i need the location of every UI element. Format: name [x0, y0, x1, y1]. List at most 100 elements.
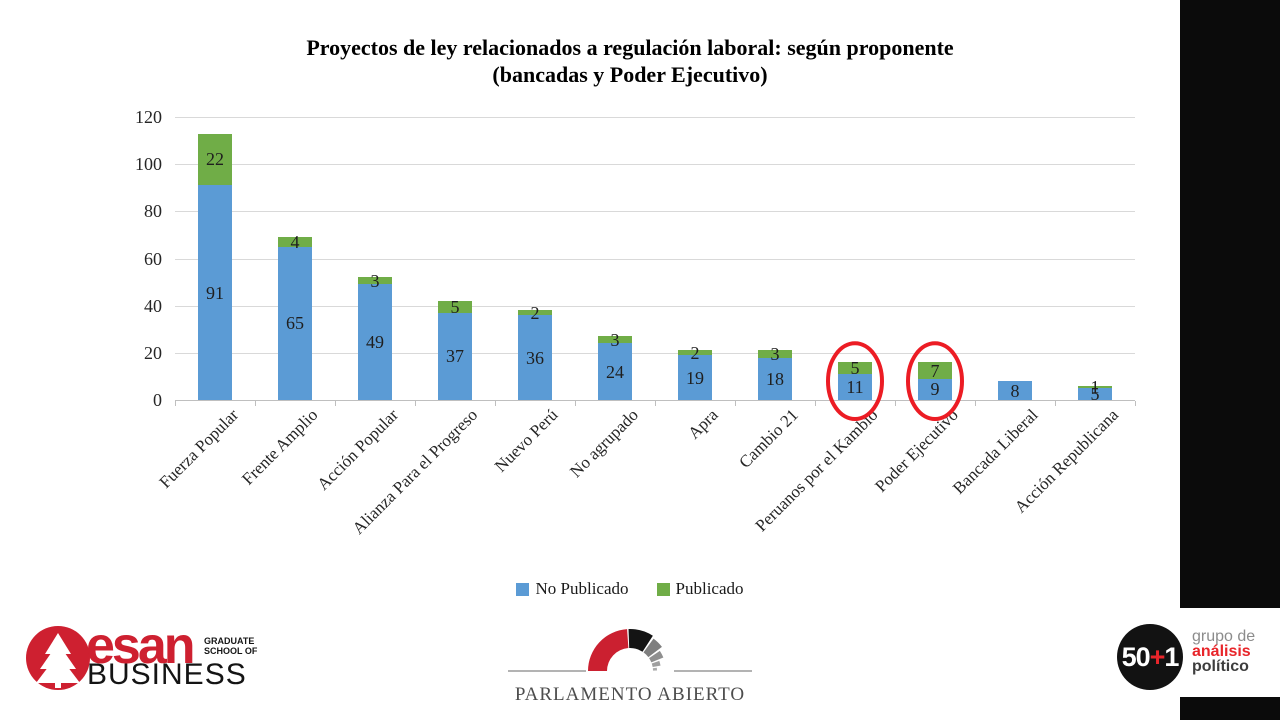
- bar-segment-publicado: [518, 310, 552, 316]
- bar-segment-no-publicado: [518, 315, 552, 400]
- bar-value-label: 5: [850, 358, 860, 379]
- bar-value-label: 3: [370, 270, 380, 291]
- chart-legend: No Publicado Publicado: [0, 579, 1260, 599]
- y-axis-tick-label: 120: [135, 107, 162, 127]
- axis-tick: [815, 401, 816, 406]
- bar-value-label: 5: [450, 296, 460, 317]
- gauge-arc-icon: [508, 629, 752, 672]
- bar-segment-no-publicado: [278, 246, 312, 400]
- bar-segment-no-publicado: [598, 343, 632, 400]
- x-axis-label: Poder Ejecutivo: [871, 405, 962, 496]
- gap-plus: +: [1149, 641, 1166, 672]
- bar-segment-no-publicado: [438, 312, 472, 400]
- x-axis-label: Fuerza Popular: [155, 405, 242, 492]
- bar-segment-publicado: [358, 277, 392, 285]
- gap-logo-text: grupo de análisis político: [1192, 628, 1256, 675]
- y-axis-tick-label: 80: [144, 201, 162, 222]
- x-axis-line: [175, 400, 1135, 401]
- x-axis-label: Acción Popular: [313, 405, 402, 494]
- axis-tick: [1135, 401, 1136, 406]
- bar-value-label: 24: [606, 361, 624, 382]
- y-axis-tick-label: 0: [153, 390, 162, 410]
- bar-value-label: 37: [446, 346, 464, 367]
- axis-tick: [735, 401, 736, 406]
- bar-value-label: 7: [930, 360, 940, 381]
- bar-segment-publicado: [198, 133, 232, 186]
- bar-value-label: 11: [846, 377, 864, 398]
- right-black-banner: [1180, 0, 1280, 720]
- bar-segment-no-publicado: [998, 381, 1032, 400]
- axis-tick: [1055, 401, 1056, 406]
- x-axis-label: Bancada Liberal: [949, 405, 1042, 498]
- fifty-plus-one-icon: 50 +1: [1117, 624, 1183, 690]
- bar-segment-no-publicado: [358, 284, 392, 400]
- gap-line2: análisis: [1192, 643, 1251, 660]
- legend-swatch-icon: [656, 582, 670, 596]
- axis-tick: [975, 401, 976, 406]
- bar-segment-no-publicado: [678, 355, 712, 400]
- bar-segment-publicado: [678, 350, 712, 356]
- bar-value-label: 22: [206, 149, 224, 170]
- bar-value-label: 2: [530, 302, 540, 323]
- parlamento-abierto-logo: PARLAMENTO ABIERTO: [502, 614, 758, 714]
- esan-subtitle-line1: GRADUATE: [204, 636, 255, 646]
- gridline: [175, 258, 1135, 260]
- x-axis-label: Frente Amplio: [238, 405, 322, 489]
- bar-value-label: 3: [610, 329, 620, 350]
- axis-tick: [415, 401, 416, 406]
- axis-tick: [575, 401, 576, 406]
- axis-tick: [175, 401, 176, 406]
- bar-value-label: 36: [526, 347, 544, 368]
- bar-value-label: 19: [686, 367, 704, 388]
- gridline: [175, 117, 1135, 118]
- axis-tick: [335, 401, 336, 406]
- bar-value-label: 8: [1010, 380, 1020, 401]
- gap-1: 1: [1164, 641, 1179, 672]
- parlamento-abierto-label: PARLAMENTO ABIERTO: [515, 684, 745, 705]
- bar-value-label: 1: [1090, 377, 1100, 398]
- bar-value-label: 18: [766, 368, 784, 389]
- gridline: [175, 164, 1135, 166]
- axis-tick: [255, 401, 256, 406]
- bar-value-label: 9: [930, 379, 940, 400]
- esan-wordmark: esan: [86, 617, 196, 675]
- esan-business-wordmark: BUSINESS: [87, 658, 247, 691]
- gridline: [175, 211, 1135, 213]
- legend-label: Publicado: [675, 579, 744, 598]
- bar-segment-publicado: [278, 237, 312, 247]
- bar-value-label: 5: [1090, 384, 1100, 405]
- esan-subtitle: GRADUATE SCHOOL OF: [204, 636, 257, 656]
- x-axis-label: No agrupado: [565, 405, 642, 482]
- bar-value-label: 49: [366, 332, 384, 353]
- y-axis-tick-label: 20: [144, 342, 162, 363]
- gap-line1: grupo de: [1192, 628, 1256, 645]
- x-axis-label: Cambio 21: [735, 405, 802, 472]
- legend-item: No Publicado: [516, 579, 629, 599]
- bar-segment-no-publicado: [1078, 388, 1112, 400]
- bar-value-label: 2: [690, 342, 700, 363]
- axis-tick: [895, 401, 896, 406]
- x-axis-label: Nuevo Perú: [491, 405, 562, 476]
- bar-segment-no-publicado: [198, 185, 232, 400]
- chart-title: Proyectos de ley relacionados a regulaci…: [90, 34, 1170, 88]
- bar-segment-publicado: [758, 350, 792, 358]
- bar-segment-publicado: [1078, 385, 1112, 389]
- bar-segment-publicado: [598, 336, 632, 344]
- bar-value-label: 91: [206, 282, 224, 303]
- gridline: [175, 352, 1135, 354]
- gap-line3: político: [1192, 658, 1249, 675]
- bar-value-label: 3: [770, 344, 780, 364]
- bar-segment-no-publicado: [758, 357, 792, 400]
- legend-item: Publicado: [656, 579, 744, 599]
- bar-value-label: 4: [290, 231, 300, 252]
- x-axis-label: Apra: [684, 405, 722, 443]
- esan-tree-icon: [26, 626, 90, 690]
- bar-value-label: 65: [286, 313, 304, 334]
- legend-swatch-icon: [516, 582, 530, 596]
- chart-title-line2: (bancadas y Poder Ejecutivo): [492, 62, 768, 87]
- axis-tick: [655, 401, 656, 406]
- y-axis-tick-label: 40: [144, 295, 162, 316]
- y-axis-tick-label: 100: [135, 154, 162, 175]
